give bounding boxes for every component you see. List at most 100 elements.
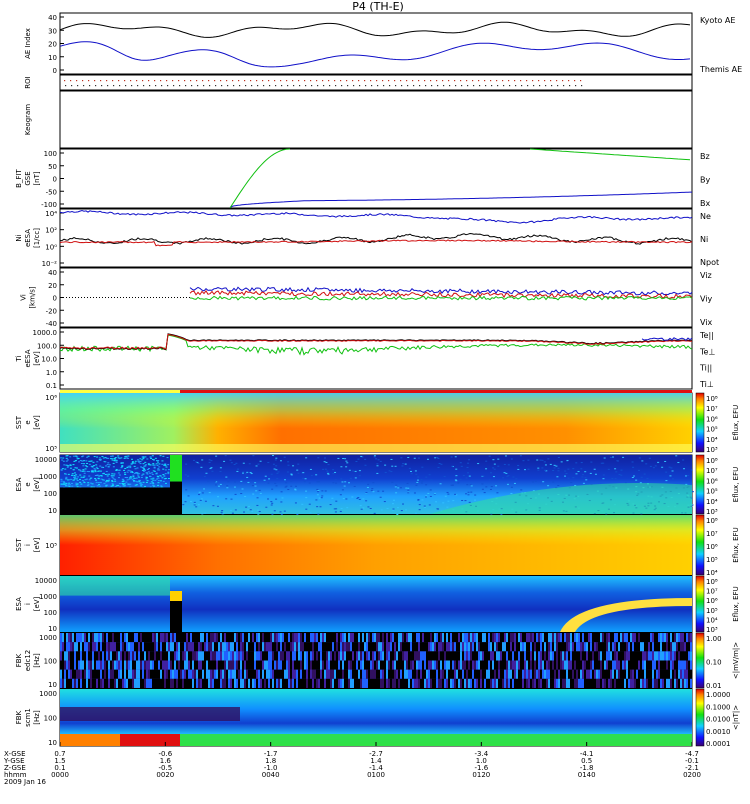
fbk-edc-cell [604, 660, 606, 670]
fbk-edc-cell [306, 633, 308, 643]
fbk-edc-cell [526, 669, 528, 679]
fbk-edc-cell [376, 678, 378, 688]
fbk-edc-cell [330, 633, 332, 643]
fbk-edc-cell [422, 651, 424, 661]
fbk-edc-cell [278, 633, 280, 643]
fbk-edc-cell [174, 678, 176, 688]
fbk-edc-cell [394, 642, 396, 652]
fbk-edc-cell [328, 651, 330, 661]
esa-e-pixel [632, 466, 635, 468]
fbk-edc-cell [278, 678, 280, 688]
fbk-edc-cell [234, 642, 236, 652]
fbk-edc-cell [290, 660, 292, 670]
colorbar-tick-label: 10⁷ [706, 405, 718, 413]
fbk-edc-cell [388, 651, 390, 661]
esa-e-pixel [264, 475, 267, 477]
fbk-edc-cell [520, 651, 522, 661]
fbk-edc-cell [280, 660, 282, 670]
esa-e-pixel [504, 455, 507, 457]
esa-e-pixel [543, 461, 546, 463]
fbk-edc-cell [222, 633, 224, 643]
fbk-edc-cell [354, 642, 356, 652]
esa-e-pixel [153, 485, 156, 487]
esa-e-pixel [105, 457, 108, 459]
x-tick-label: 0120 [472, 771, 490, 779]
esa-e-pixel [132, 481, 135, 483]
esa-e-pixel [198, 494, 201, 496]
series-vix [189, 286, 693, 296]
fbk-edc-cell [560, 660, 562, 670]
fbk-edc-cell [308, 651, 310, 661]
esa-e-pixel [455, 475, 458, 477]
fbk-edc-cell [388, 660, 390, 670]
fbk-edc-cell [190, 633, 192, 643]
roi-dot [65, 85, 67, 87]
esa-e-pixel [145, 481, 148, 483]
fbk-edc-cell [326, 678, 328, 688]
fbk-edc-cell [122, 660, 124, 670]
fbk-edc-cell [650, 633, 652, 643]
fbk-edc-cell [416, 642, 418, 652]
fbk-edc-cell [140, 669, 142, 679]
fbk-edc-cell [286, 669, 288, 679]
fbk-edc-cell [66, 660, 68, 670]
esa-e-pixel [267, 482, 270, 484]
fbk-edc-cell [406, 678, 408, 688]
fbk-edc-cell [444, 651, 446, 661]
fbk-edc-cell [128, 660, 130, 670]
fbk-edc-cell [390, 669, 392, 679]
fbk-edc-cell [278, 651, 280, 661]
esa-e-pixel [664, 460, 667, 462]
fbk-edc-cell [496, 678, 498, 688]
esa-e-pixel [566, 460, 569, 462]
fbk-edc-cell [106, 669, 108, 679]
fbk-edc-cell [458, 633, 460, 643]
esa-e-pixel [406, 482, 409, 484]
fbk-edc-cell [166, 651, 168, 661]
esa-e-pixel [305, 508, 308, 510]
fbk-edc-cell [492, 660, 494, 670]
panel-ylabel: Ti [15, 355, 23, 362]
fbk-edc-cell [312, 678, 314, 688]
esa-e-pixel [145, 472, 148, 474]
fbk-edc-cell [568, 642, 570, 652]
fbk-edc-cell [84, 669, 86, 679]
fbk-edc-cell [640, 642, 642, 652]
fbk-edc-cell [116, 669, 118, 679]
esa-e-pixel [87, 455, 90, 457]
esa-e-pixel [89, 477, 92, 479]
fbk-edc-cell [574, 678, 576, 688]
fbk-edc-cell [160, 678, 162, 688]
esa-e-pixel [284, 486, 287, 488]
esa-e-pixel [602, 478, 605, 480]
esa-e-pixel [677, 461, 680, 463]
fbk-edc-cell [270, 642, 272, 652]
esa-e-pixel [394, 486, 397, 488]
fbk-edc-cell [84, 678, 86, 688]
fbk-edc-cell [412, 642, 414, 652]
esa-e-pixel [382, 490, 385, 492]
fbk-edc-cell [462, 669, 464, 679]
fbk-edc-cell [542, 642, 544, 652]
esa-e-pixel [274, 459, 277, 461]
roi-dot [184, 80, 186, 82]
esa-e-pixel [237, 468, 240, 470]
fbk-edc-cell [224, 651, 226, 661]
fbk-edc-cell [660, 669, 662, 679]
fbk-edc-cell [422, 660, 424, 670]
esa-e-pixel [567, 477, 570, 479]
esa-e-pixel [294, 489, 297, 491]
roi-dot [527, 85, 529, 87]
fbk-edc-cell [516, 651, 518, 661]
fbk-edc-cell [436, 669, 438, 679]
fbk-edc-cell [210, 660, 212, 670]
esa-e-pixel [582, 474, 585, 476]
fbk-edc-cell [620, 633, 622, 643]
esa-e-pixel [273, 510, 276, 512]
colorbar-tick-label: 0.0100 [706, 716, 731, 724]
fbk-edc-cell [386, 651, 388, 661]
roi-dot [71, 85, 73, 87]
roi-dot [461, 85, 463, 87]
esa-e-pixel [144, 461, 147, 463]
fbk-edc-cell [380, 642, 382, 652]
